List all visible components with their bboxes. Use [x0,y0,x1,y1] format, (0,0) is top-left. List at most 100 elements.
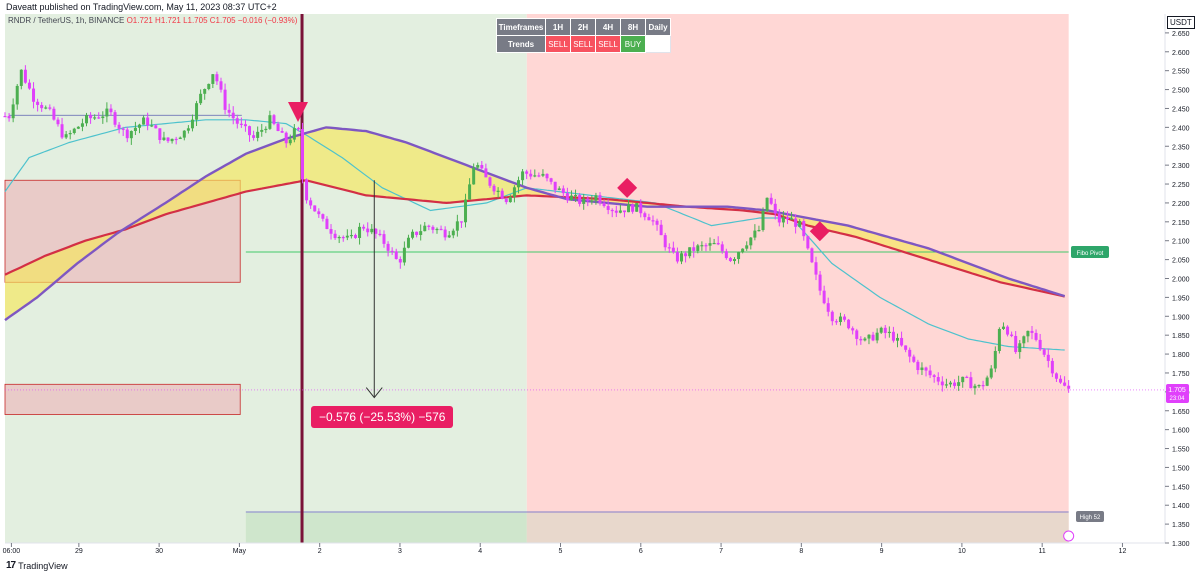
candle-body [643,213,647,218]
candle-body [301,128,305,180]
x-tick-label: 5 [559,548,563,555]
y-tick-label: 2.000 [1172,277,1190,284]
candle-body [317,211,321,215]
candle-body [276,123,280,132]
candle-body [129,131,133,139]
y-tick-label: 2.500 [1172,88,1190,95]
candle-body [431,226,435,230]
candle-body [480,165,484,169]
sell-triangle-icon [288,102,309,123]
candle-body [484,168,488,178]
candle-body [504,198,508,203]
candle-body [133,127,137,132]
candle-body [64,134,68,138]
ema-line [4,179,1065,298]
tf-8h: 8H [620,18,646,36]
measure-arrowhead [365,387,383,399]
measure-label: −0.576 (−25.53%) −576 [311,406,454,428]
candle-body [834,321,838,323]
high52-label: High 52 [1080,515,1101,521]
candle-body [916,361,920,371]
candle-body [3,116,7,118]
candle-body [847,319,851,329]
candle-body [822,290,826,304]
candle-body [1001,326,1005,329]
candle-body [137,124,141,128]
candle-body [533,175,537,177]
candle-body [406,237,410,248]
x-tick-label: May [233,548,247,555]
candle-body [1034,332,1038,340]
candle-body [671,247,675,253]
candle-body [957,382,961,386]
candle-body [875,332,879,341]
candle-body [932,375,936,378]
candle-body [11,104,15,119]
y-tick-label: 2.600 [1172,50,1190,57]
candle-body [753,230,757,238]
candle-body [455,221,459,231]
y-tick-label: 1.550 [1172,447,1190,454]
candle-body [655,220,659,225]
candle-body [272,115,276,124]
brand-label[interactable]: TradingView [18,560,68,571]
lightning-icon [1063,530,1075,542]
candle-body [451,230,455,236]
candle-body [321,214,325,219]
candle-body [622,210,626,213]
countdown-value: 23:04 [1169,396,1185,402]
fast-ma-line [4,119,1065,351]
candle-body [777,213,781,223]
candle-body [292,128,296,140]
candle-body [688,247,692,257]
candle-body [284,132,288,144]
candle-body [207,83,211,90]
candle-body [349,234,353,237]
candle-body [732,259,736,262]
candle-body [553,181,557,191]
candle-body [574,195,578,197]
candle-body [940,381,944,386]
candle-body [614,210,618,213]
candle-body [27,82,31,89]
candle-body [329,229,333,234]
candle-body [443,229,447,238]
candle-body [439,228,443,231]
candle-body [1046,354,1050,361]
candle-body [590,200,594,202]
candle-body [256,131,260,138]
candle-body [684,253,688,257]
candle-body [227,109,231,113]
candle-body [675,252,679,262]
candle-body [741,248,745,253]
candle-body [745,245,749,249]
candle-body [1067,385,1071,389]
fibo-pivot-label: Fibo Pivot [1077,251,1104,257]
candle-body [680,253,684,262]
candle-body [1014,335,1018,353]
candle-body [345,235,349,238]
candle-body [117,124,121,129]
publisher-line: Daveatt published on TradingView.com, Ma… [6,2,277,12]
x-tick-label: 30 [155,548,163,555]
candle-body [32,88,36,102]
candle-body [606,206,610,210]
candle-body [785,217,789,220]
candle-body [838,316,842,323]
candle-body [635,203,639,212]
y-tick-label: 2.350 [1172,144,1190,151]
candle-body [374,228,378,234]
trend-daily [645,35,671,53]
candle-body [920,367,924,371]
x-tick-label: 29 [75,548,83,555]
candle-body [72,128,76,134]
candle-body [851,328,855,331]
candle-body [798,221,802,227]
candle-body [724,251,728,259]
candle-body [618,210,622,213]
candle-body [790,218,794,220]
y-tick-label: 1.850 [1172,333,1190,340]
candle-body [411,231,415,238]
candle-body [199,93,203,104]
